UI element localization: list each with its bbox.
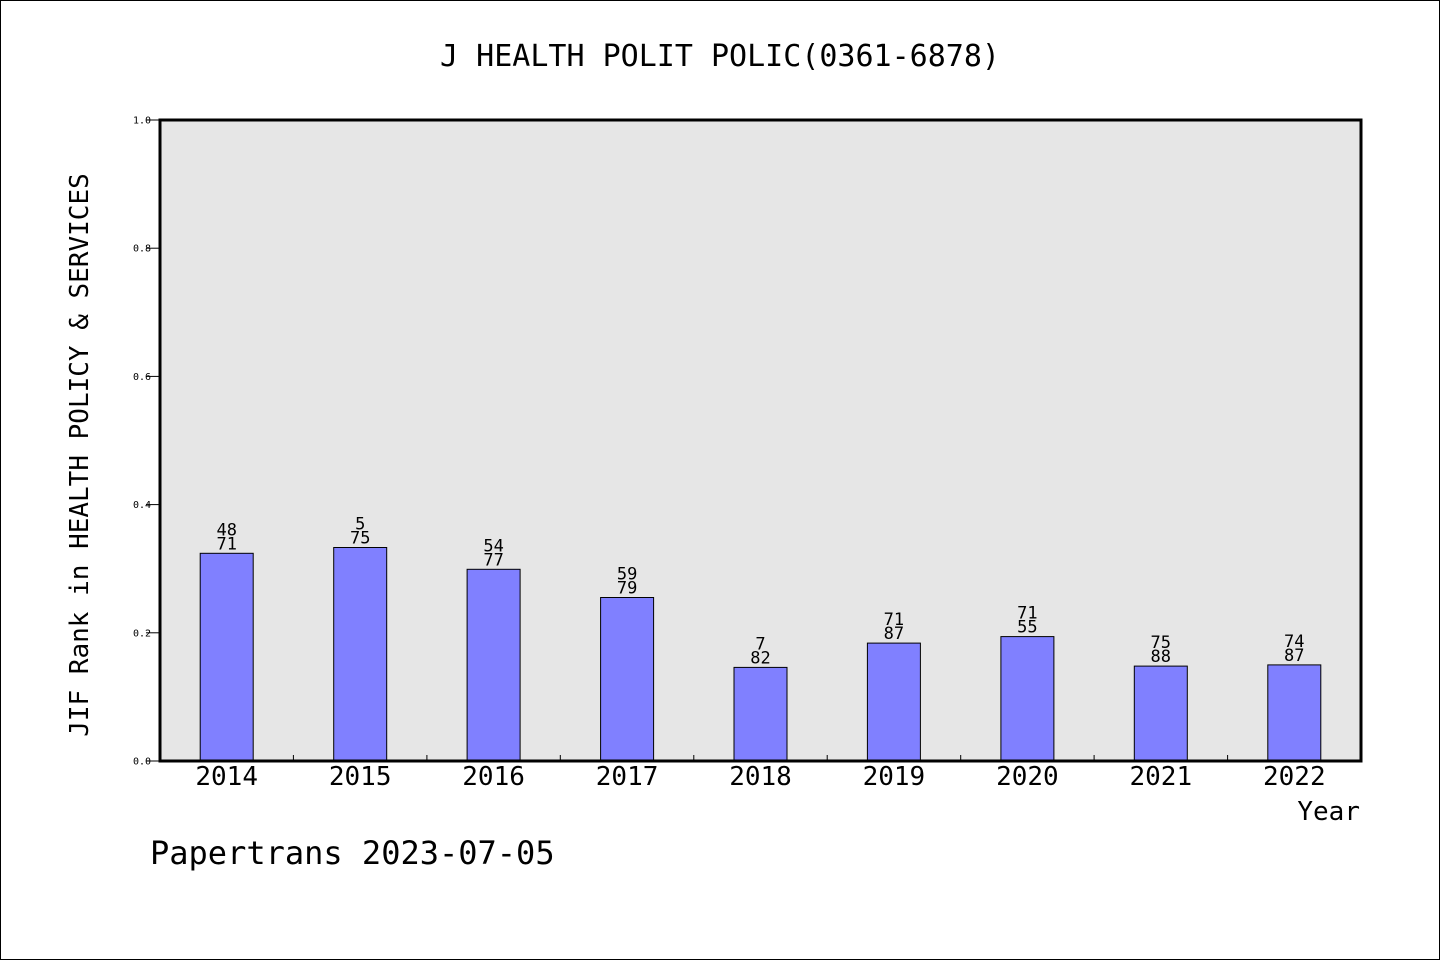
bar-2021: [1133, 665, 1188, 762]
x-tick-label-2017: 2017: [596, 762, 659, 792]
bar-label-bottom-2022: 87: [1284, 646, 1304, 666]
bar-label-bottom-2021: 88: [1151, 647, 1171, 667]
bar-label-top-2014: 48: [216, 520, 236, 540]
y-tick-label-0.4: 0.4: [133, 500, 151, 511]
bar-2017: [600, 597, 655, 762]
y-tick-label-1.0: 1.0: [133, 116, 151, 127]
y-tick-label-0.6: 0.6: [133, 372, 151, 383]
bar-label-bottom-2018: 82: [750, 648, 770, 668]
bar-2016: [466, 568, 521, 762]
x-axis: 2014 2015 2016 2017 2018 2019 2020 2021 2022: [195, 755, 1326, 792]
x-tick-label-2021: 2021: [1129, 762, 1192, 792]
bar-label-bottom-2020: 55: [1017, 618, 1037, 638]
bar-label-top-2020: 71: [1017, 604, 1037, 624]
plot-border: [158, 118, 1363, 763]
footer-credit: Papertrans 2023-07-05: [150, 834, 555, 872]
bar-label-top-2016: 54: [483, 536, 503, 556]
bar-2018: [733, 666, 788, 762]
x-tick-label-2022: 2022: [1263, 762, 1326, 792]
x-tick-label-2018: 2018: [729, 762, 792, 792]
y-tick-label-0.8: 0.8: [133, 244, 151, 255]
bar-label-top-2018: 7: [755, 634, 765, 654]
bar-label-top-2019: 71: [884, 610, 904, 630]
bar-2020: [1000, 636, 1055, 762]
y-axis-label: JIF Rank in HEALTH POLICY & SERVICES: [65, 173, 95, 737]
bar-label-top-2022: 74: [1284, 632, 1304, 652]
x-tick-label-2015: 2015: [329, 762, 392, 792]
bar-label-bottom-2014: 71: [216, 534, 236, 554]
y-tick-label-0.0: 0.0: [133, 757, 151, 768]
bar-2014: [199, 552, 254, 762]
bar-2015: [333, 547, 388, 762]
x-tick-label-2019: 2019: [863, 762, 926, 792]
x-tick-label-2014: 2014: [195, 762, 258, 792]
bar-2019: [866, 642, 921, 762]
x-axis-label: Year: [1297, 797, 1360, 827]
bar-label-top-2017: 59: [617, 565, 637, 585]
bar-2022: [1267, 664, 1322, 762]
bar-label-top-2021: 75: [1151, 633, 1171, 653]
bar-label-bottom-2016: 77: [483, 550, 503, 570]
y-tick-label-0.2: 0.2: [133, 628, 151, 639]
bar-label-top-2015: 5: [355, 515, 365, 535]
y-axis: 0.0 0.2 0.4 0.6 0.8 1.0: [133, 116, 160, 768]
chart-title: J HEALTH POLIT POLIC(0361-6878): [440, 39, 1000, 74]
x-tick-label-2020: 2020: [996, 762, 1059, 792]
bar-label-bottom-2017: 79: [617, 579, 637, 599]
bar-label-bottom-2019: 87: [884, 624, 904, 644]
x-tick-label-2016: 2016: [462, 762, 525, 792]
bar-label-bottom-2015: 75: [350, 529, 370, 549]
